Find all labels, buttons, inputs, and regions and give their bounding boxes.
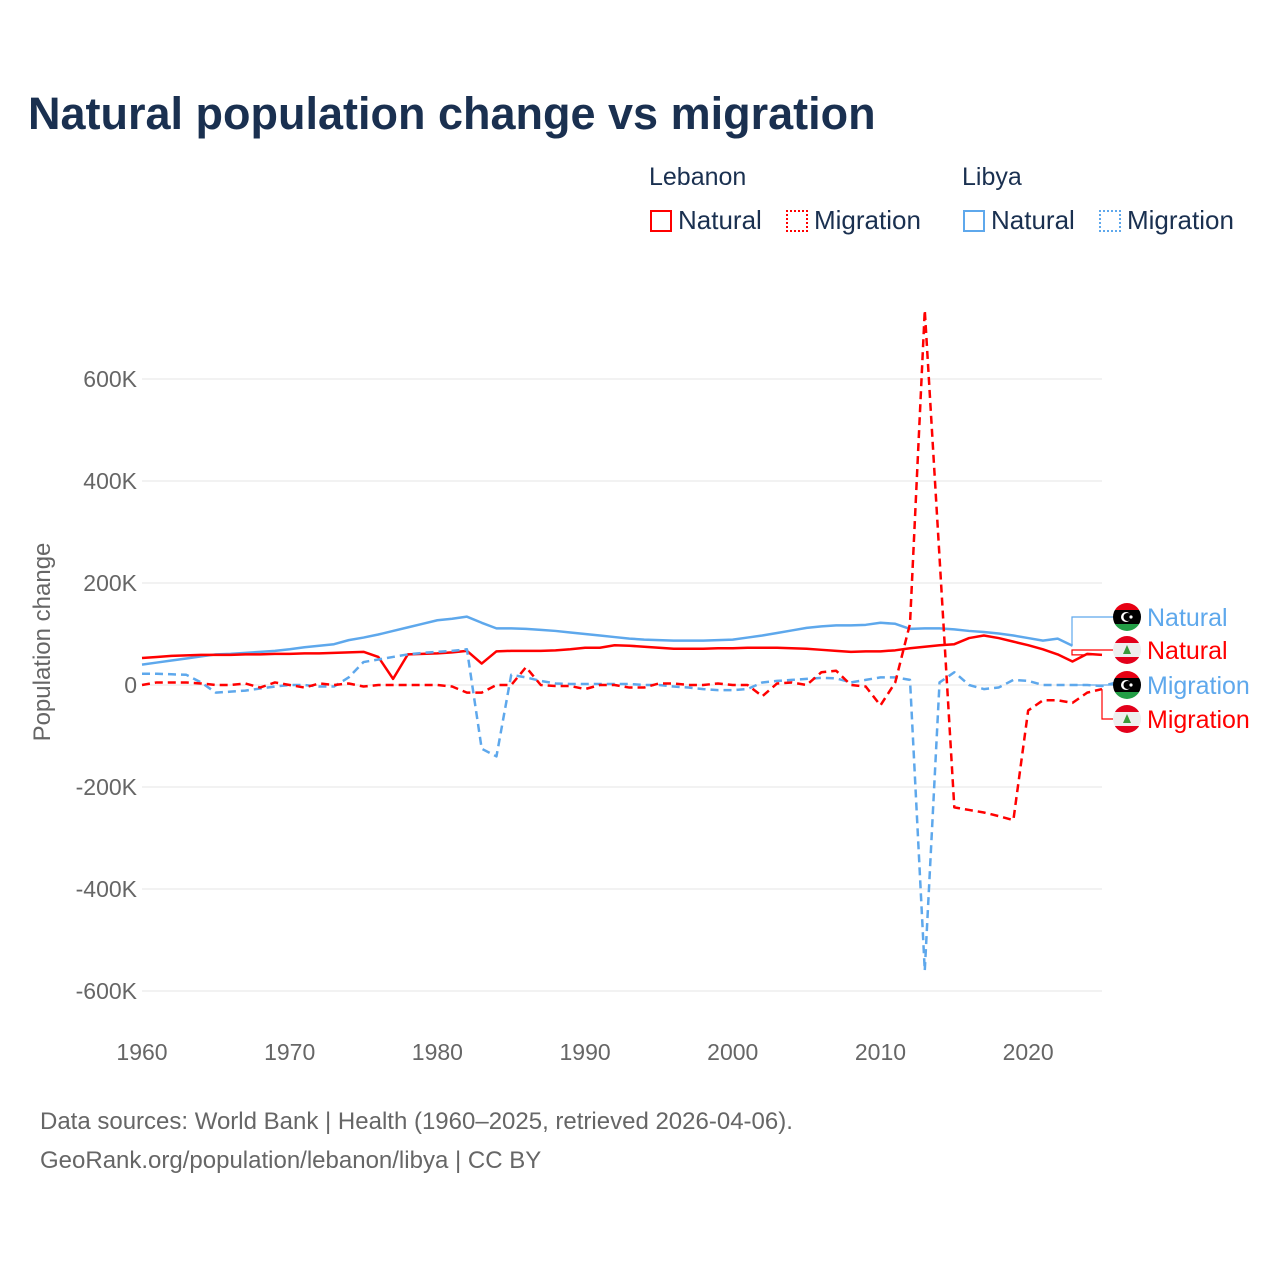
flag-body — [1113, 603, 1141, 631]
x-tick-label: 2000 — [707, 1039, 758, 1065]
x-tick-label: 2020 — [1003, 1039, 1054, 1065]
legend-swatch — [650, 209, 672, 232]
series-line-libya-natural — [141, 615, 1074, 666]
label-connector — [1071, 649, 1113, 656]
label-connector — [1101, 689, 1113, 720]
flag-body — [1113, 705, 1141, 733]
x-tick-label: 1960 — [116, 1039, 167, 1065]
y-tick-label: 400K — [83, 468, 137, 494]
x-tick-label: 1990 — [559, 1039, 610, 1065]
legend-libya-migration[interactable]: Migration — [1099, 205, 1234, 236]
x-tick-label: 2010 — [855, 1039, 906, 1065]
legend-swatch — [786, 209, 808, 232]
y-tick-label: 0 — [124, 672, 137, 698]
libya-flag-icon — [1113, 671, 1141, 699]
flag-stripe — [1113, 671, 1141, 678]
y-tick-label: -600K — [76, 978, 138, 1004]
flag-body — [1113, 671, 1141, 699]
legend-label: Natural — [991, 205, 1075, 235]
libya-flag-icon — [1113, 603, 1141, 631]
legend-label: Migration — [1127, 205, 1234, 235]
label-connector — [1071, 616, 1113, 647]
legend-label: Migration — [814, 205, 921, 235]
series-line-libya-migration — [142, 648, 1132, 972]
x-tick-label: 1970 — [264, 1039, 315, 1065]
crescent-cut — [1123, 681, 1132, 689]
y-tick-label: 200K — [83, 570, 137, 596]
legend-swatch — [1099, 209, 1121, 232]
legend-libya-natural[interactable]: Natural — [963, 205, 1075, 236]
flag-stripe — [1113, 636, 1141, 643]
flag-stripe — [1113, 603, 1141, 610]
end-label: Migration — [1147, 672, 1250, 700]
legend-lebanon-migration[interactable]: Migration — [786, 205, 921, 236]
star — [1129, 615, 1133, 619]
flag-body — [1113, 636, 1141, 664]
legend-swatch — [963, 209, 985, 232]
lebanon-flag-icon — [1113, 636, 1141, 664]
y-axis-label: Population change — [29, 543, 56, 742]
end-label: Migration — [1147, 706, 1250, 734]
footer-sources: Data sources: World Bank | Health (1960–… — [40, 1108, 793, 1135]
y-tick-label: -400K — [76, 876, 138, 902]
legend-group-lebanon: Lebanon — [649, 163, 747, 191]
lebanon-flag-icon — [1113, 705, 1141, 733]
flag-stripe — [1113, 726, 1141, 733]
footer-link[interactable]: GeoRank.org/population/lebanon/libya | C… — [40, 1147, 542, 1174]
legend-label: Natural — [678, 205, 762, 235]
flag-stripe — [1113, 705, 1141, 712]
legend-group-libya: Libya — [962, 163, 1022, 191]
end-label: Natural — [1147, 604, 1228, 632]
cedar — [1123, 645, 1131, 654]
y-tick-label: 600K — [83, 366, 137, 392]
flag-stripe — [1113, 692, 1141, 699]
flag-stripe — [1113, 624, 1141, 631]
legend-lebanon-natural[interactable]: Natural — [650, 205, 762, 236]
series-line-lebanon-migration — [141, 308, 1103, 822]
chart-title: Natural population change vs migration — [28, 88, 876, 139]
x-tick-label: 1980 — [412, 1039, 463, 1065]
y-tick-label: -200K — [76, 774, 138, 800]
series-line-lebanon-natural — [141, 634, 1103, 681]
star — [1129, 683, 1133, 687]
flag-stripe — [1113, 657, 1141, 664]
end-label: Natural — [1147, 637, 1228, 665]
cedar — [1123, 714, 1131, 723]
crescent-cut — [1123, 613, 1132, 621]
